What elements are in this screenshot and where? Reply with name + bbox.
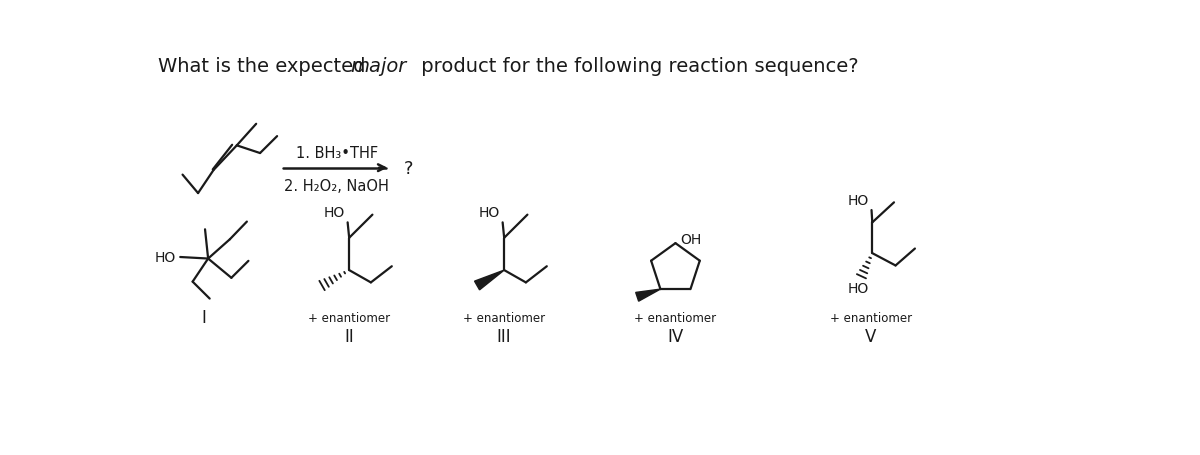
Text: IV: IV (667, 327, 684, 345)
Text: product for the following reaction sequence?: product for the following reaction seque… (415, 57, 859, 76)
Text: HO: HO (323, 206, 344, 220)
Polygon shape (474, 270, 504, 290)
Text: What is the expected: What is the expected (157, 57, 372, 76)
Text: V: V (865, 327, 876, 345)
Text: ?: ? (404, 159, 414, 177)
Text: HO: HO (479, 206, 499, 220)
Text: major: major (350, 57, 407, 76)
Text: I: I (202, 308, 206, 326)
Text: + enantiomer: + enantiomer (463, 311, 545, 324)
Text: III: III (497, 327, 511, 345)
Text: HO: HO (847, 193, 869, 207)
Text: 1. BH₃•THF: 1. BH₃•THF (295, 146, 378, 161)
Polygon shape (636, 289, 660, 302)
Text: 2. H₂O₂, NaOH: 2. H₂O₂, NaOH (284, 178, 389, 193)
Text: + enantiomer: + enantiomer (308, 311, 390, 324)
Text: + enantiomer: + enantiomer (829, 311, 912, 324)
Text: + enantiomer: + enantiomer (635, 311, 716, 324)
Text: OH: OH (680, 233, 701, 247)
Text: HO: HO (155, 250, 175, 264)
Text: HO: HO (847, 281, 869, 295)
Text: II: II (344, 327, 354, 345)
